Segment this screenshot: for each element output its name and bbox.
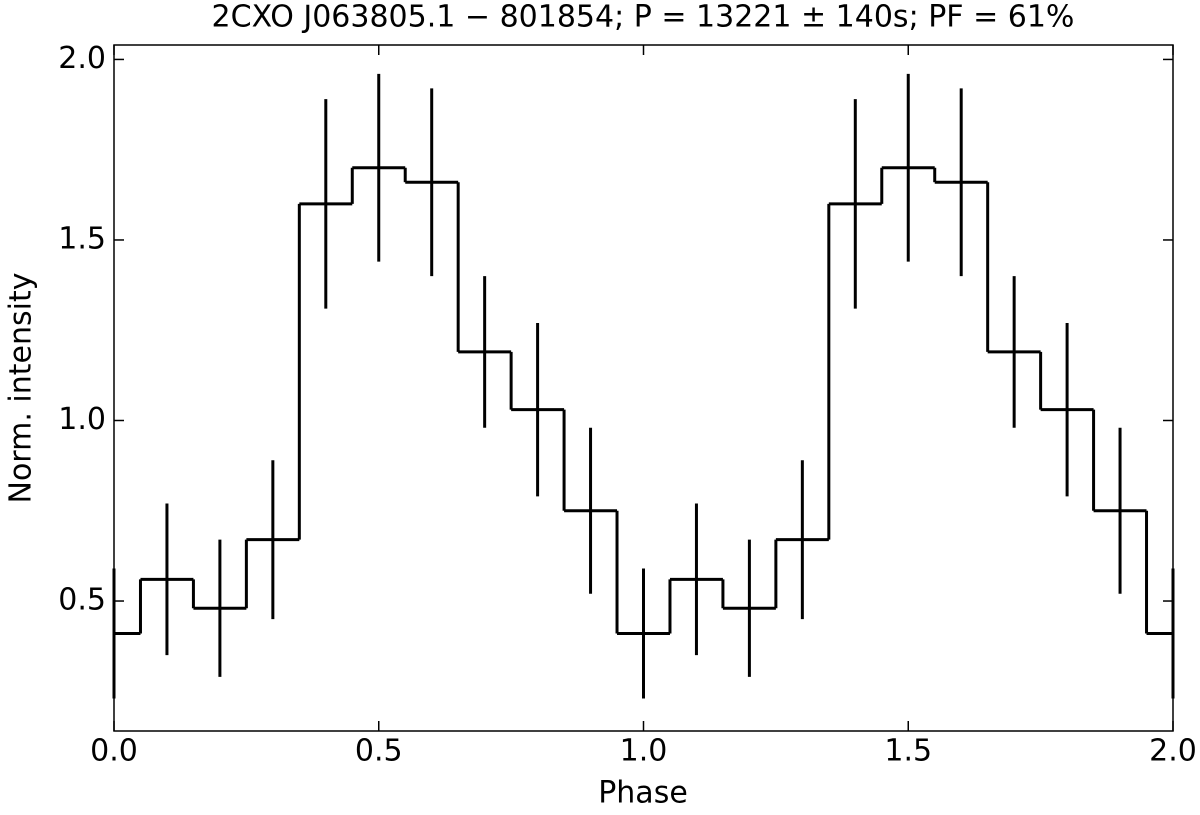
y-tick-label: 2.0 bbox=[58, 41, 106, 76]
x-tick-label: 2.0 bbox=[1149, 734, 1197, 769]
x-tick-label: 0.0 bbox=[90, 734, 138, 769]
x-tick-label: 1.0 bbox=[620, 734, 668, 769]
y-tick-label: 1.0 bbox=[58, 402, 106, 437]
y-tick-label: 1.5 bbox=[58, 221, 106, 256]
x-axis-label: Phase bbox=[598, 776, 688, 811]
x-tick-label: 0.5 bbox=[355, 734, 403, 769]
y-tick-label: 0.5 bbox=[58, 583, 106, 618]
chart-title: 2CXO J063805.1 − 801854; P = 13221 ± 140… bbox=[212, 0, 1075, 35]
x-tick-label: 1.5 bbox=[884, 734, 932, 769]
y-axis-label: Norm. intensity bbox=[4, 273, 39, 504]
